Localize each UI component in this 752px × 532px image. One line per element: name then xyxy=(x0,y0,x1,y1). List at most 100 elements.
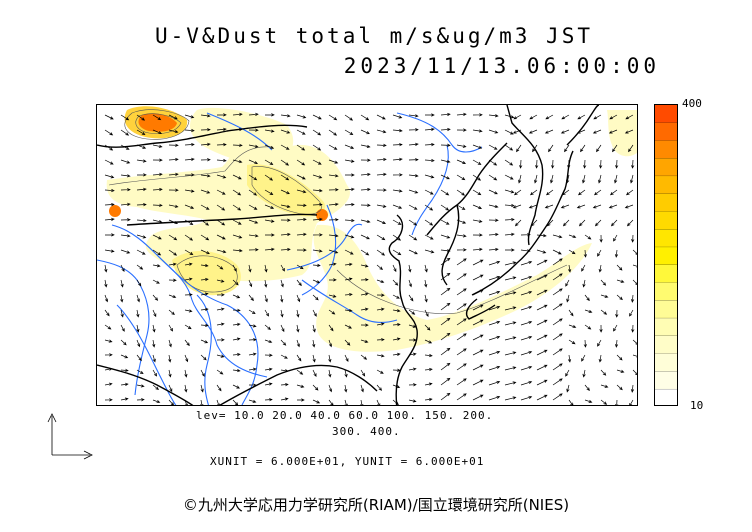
wind-arrow xyxy=(564,144,570,153)
wind-arrow xyxy=(360,339,369,343)
wind-arrow xyxy=(614,339,619,348)
wind-arrow xyxy=(104,188,115,193)
wind-arrow xyxy=(264,367,273,371)
wind-arrow xyxy=(456,159,467,164)
wind-arrow xyxy=(392,249,402,256)
wind-arrow xyxy=(152,294,159,301)
wind-arrow xyxy=(552,288,563,296)
wind-arrow xyxy=(560,129,570,134)
wind-arrow xyxy=(596,144,602,153)
wind-arrow xyxy=(168,399,174,405)
wind-arrow xyxy=(120,144,130,150)
wind-arrow xyxy=(360,323,369,327)
wind-arrow xyxy=(536,364,548,371)
wind-arrow xyxy=(592,129,602,134)
wind-arrow xyxy=(296,217,307,222)
wind-arrow xyxy=(408,324,417,328)
wind-arrow xyxy=(616,369,625,373)
wind-arrow xyxy=(264,129,275,133)
wind-arrow xyxy=(409,338,417,342)
wind-arrow xyxy=(248,248,259,252)
wind-arrow xyxy=(408,189,419,194)
wind-arrow xyxy=(104,144,114,151)
wind-arrow xyxy=(264,189,274,195)
wind-arrow xyxy=(232,308,241,312)
wind-arrow xyxy=(344,144,355,149)
wind-arrow xyxy=(552,273,563,281)
wind-arrow xyxy=(615,309,619,318)
wind-arrow xyxy=(264,294,268,303)
wind-arrow xyxy=(534,174,538,184)
wind-arrow xyxy=(576,204,586,209)
wind-arrow xyxy=(424,367,433,372)
wind-arrow xyxy=(248,144,259,148)
wind-arrow xyxy=(360,384,364,393)
wind-arrow xyxy=(424,353,433,358)
wind-arrow xyxy=(456,144,467,148)
wind-arrow xyxy=(184,354,189,363)
wind-arrow xyxy=(200,158,211,162)
wind-arrow xyxy=(456,189,466,196)
wind-arrow xyxy=(248,399,257,403)
wind-arrow xyxy=(513,189,522,196)
wind-arrow xyxy=(184,142,195,147)
colorbar-swatch xyxy=(655,229,677,248)
wind-arrow xyxy=(344,159,355,163)
wind-arrow xyxy=(593,189,602,196)
colorbar-swatch xyxy=(655,282,677,301)
wind-arrow xyxy=(312,129,322,136)
wind-arrow xyxy=(152,264,161,268)
wind-arrow xyxy=(360,234,370,240)
wind-arrow xyxy=(168,143,179,147)
wind-arrow xyxy=(120,234,131,238)
wind-arrow xyxy=(600,279,607,286)
colorbar-swatch xyxy=(655,211,677,230)
wind-arrow xyxy=(456,363,467,371)
wind-arrow xyxy=(631,324,635,333)
wind-arrow xyxy=(456,348,467,356)
wind-arrow xyxy=(184,234,194,241)
wind-arrow xyxy=(581,264,586,272)
wind-arrow xyxy=(200,369,205,377)
wind-arrow xyxy=(520,305,533,311)
wind-arrow xyxy=(392,368,401,372)
wind-arrow xyxy=(168,234,178,241)
wind-arrow xyxy=(216,264,224,270)
wind-arrow xyxy=(520,365,533,371)
wind-arrow xyxy=(120,249,131,254)
wind-arrow xyxy=(552,378,563,386)
wind-arrow xyxy=(360,307,369,311)
wind-arrow xyxy=(408,352,417,356)
levels-line-2: 300. 400. xyxy=(332,425,401,438)
wind-arrow xyxy=(577,189,586,196)
wind-arrow xyxy=(200,128,211,132)
wind-arrow xyxy=(516,144,522,153)
wind-arrow xyxy=(608,204,618,209)
wind-arrow xyxy=(328,384,333,393)
wind-arrow xyxy=(520,350,533,356)
wind-arrow xyxy=(120,309,124,318)
wind-arrow xyxy=(296,324,300,333)
wind-arrow xyxy=(328,324,334,332)
wind-arrow xyxy=(584,234,592,240)
wind-arrow xyxy=(152,399,161,404)
wind-arrow xyxy=(265,233,275,237)
wind-arrow xyxy=(616,384,623,391)
wind-arrow xyxy=(609,114,618,120)
wind-arrow xyxy=(344,187,355,191)
wind-arrow xyxy=(264,324,272,331)
wind-arrow xyxy=(152,384,160,391)
wind-arrow xyxy=(392,204,403,209)
colorbar-swatch xyxy=(655,140,677,159)
wind-arrow xyxy=(104,324,112,330)
wind-arrow xyxy=(216,354,225,358)
wind-arrow xyxy=(598,174,602,184)
wind-arrow xyxy=(512,204,522,209)
wind-arrow xyxy=(312,339,316,348)
wind-arrow xyxy=(328,339,333,348)
wind-arrow xyxy=(248,294,254,302)
title-line-1: U-V&Dust total m/s&ug/m3 JST xyxy=(154,24,593,48)
wind-arrow xyxy=(152,309,157,318)
wind-arrow xyxy=(184,324,192,330)
wind-arrow xyxy=(104,249,115,253)
